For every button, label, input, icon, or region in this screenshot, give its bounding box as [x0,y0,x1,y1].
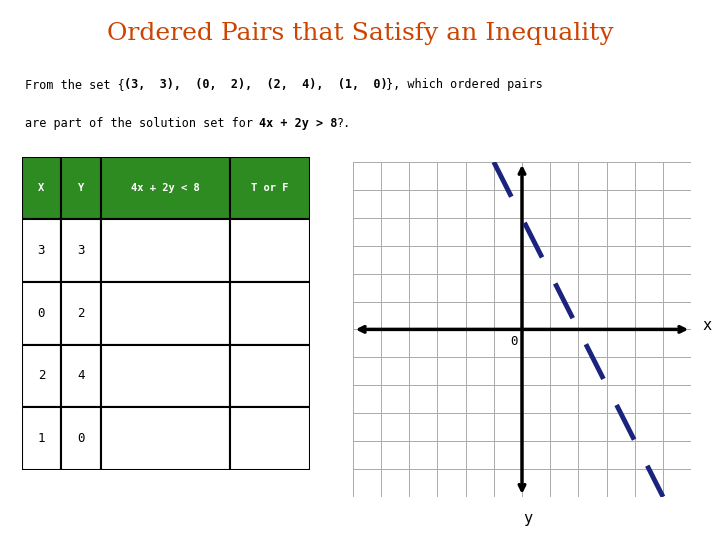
FancyBboxPatch shape [22,345,61,407]
FancyBboxPatch shape [61,157,101,219]
Text: 4x + 2y > 8: 4x + 2y > 8 [258,117,337,130]
Text: Y: Y [78,183,84,193]
FancyBboxPatch shape [61,282,101,345]
Text: }, which ordered pairs: }, which ordered pairs [386,78,543,91]
FancyBboxPatch shape [101,157,230,219]
Text: 0: 0 [37,307,45,320]
Text: 2: 2 [77,307,85,320]
FancyBboxPatch shape [101,282,230,345]
Text: x: x [703,318,711,333]
Text: 3: 3 [77,244,85,257]
FancyBboxPatch shape [61,345,101,407]
Text: 4x + 2y < 8: 4x + 2y < 8 [131,183,200,193]
Text: X: X [38,183,45,193]
Text: are part of the solution set for: are part of the solution set for [24,117,260,130]
FancyBboxPatch shape [61,407,101,470]
FancyBboxPatch shape [230,407,310,470]
Text: y: y [523,511,532,526]
FancyBboxPatch shape [22,219,61,282]
FancyBboxPatch shape [101,407,230,470]
FancyBboxPatch shape [230,219,310,282]
FancyBboxPatch shape [22,282,61,345]
Text: 2: 2 [37,369,45,382]
FancyBboxPatch shape [230,157,310,219]
FancyBboxPatch shape [101,345,230,407]
Text: ?.: ?. [336,117,351,130]
FancyBboxPatch shape [22,157,61,219]
FancyBboxPatch shape [22,407,61,470]
Text: 1: 1 [37,432,45,445]
Text: 0: 0 [510,335,517,348]
Text: 0: 0 [77,432,85,445]
FancyBboxPatch shape [230,282,310,345]
Text: Ordered Pairs that Satisfy an Inequality: Ordered Pairs that Satisfy an Inequality [107,22,613,45]
Text: (3,  3),  (0,  2),  (2,  4),  (1,  0): (3, 3), (0, 2), (2, 4), (1, 0) [124,78,387,91]
Text: 4: 4 [77,369,85,382]
Text: From the set {: From the set { [24,78,125,91]
FancyBboxPatch shape [230,345,310,407]
FancyBboxPatch shape [61,219,101,282]
FancyBboxPatch shape [101,219,230,282]
Text: T or F: T or F [251,183,289,193]
Text: 3: 3 [37,244,45,257]
